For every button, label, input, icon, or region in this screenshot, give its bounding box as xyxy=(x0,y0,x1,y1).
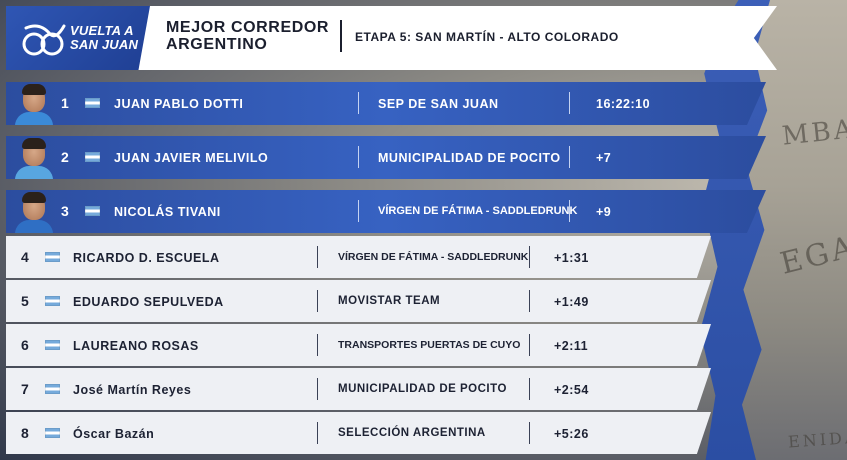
team-name: MUNICIPALIDAD DE POCITO xyxy=(338,383,507,395)
divider xyxy=(529,378,530,400)
team-name: TRANSPORTES PUERTAS DE CUYO xyxy=(338,339,521,351)
standings-row: 2 JUAN JAVIER MELIVILO MUNICIPALIDAD DE … xyxy=(6,136,766,179)
rider-photo xyxy=(12,190,54,233)
divider xyxy=(529,290,530,312)
header-divider xyxy=(340,20,342,52)
rider-name: José Martín Reyes xyxy=(73,383,192,397)
argentina-flag-icon xyxy=(45,340,60,350)
standings-row: 8 Óscar Bazán SELECCIÓN ARGENTINA +5:26 xyxy=(6,412,711,454)
argentina-flag-icon xyxy=(85,206,100,216)
time: +1:31 xyxy=(554,251,589,265)
position: 4 xyxy=(21,249,30,265)
standings-row: 6 LAUREANO ROSAS TRANSPORTES PUERTAS DE … xyxy=(6,324,711,366)
argentina-flag-icon xyxy=(45,296,60,306)
logo-text: VUELTA A SAN JUAN xyxy=(70,23,139,52)
position: 6 xyxy=(21,337,30,353)
standings-row: 3 NICOLÁS TIVANI VÍRGEN DE FÁTIMA - SADD… xyxy=(6,190,766,233)
divider xyxy=(317,378,318,400)
rider-name: LAUREANO ROSAS xyxy=(73,339,199,353)
standings-row: 5 EDUARDO SEPULVEDA MOVISTAR TEAM +1:49 xyxy=(6,280,711,322)
divider xyxy=(569,200,570,222)
rider-name: RICARDO D. ESCUELA xyxy=(73,251,220,265)
time: +7 xyxy=(596,151,612,165)
time: +2:11 xyxy=(554,339,589,353)
divider xyxy=(569,146,570,168)
argentina-flag-icon xyxy=(85,152,100,162)
team-name: SELECCIÓN ARGENTINA xyxy=(338,427,486,439)
team-name: SEP DE SAN JUAN xyxy=(378,97,499,111)
divider xyxy=(317,422,318,444)
rider-photo xyxy=(12,136,54,179)
map-text: ENIDA xyxy=(787,427,847,452)
rider-name: JUAN JAVIER MELIVILO xyxy=(114,151,269,165)
position: 8 xyxy=(21,425,30,441)
divider xyxy=(317,334,318,356)
argentina-flag-icon xyxy=(85,98,100,108)
divider xyxy=(358,200,359,222)
divider xyxy=(529,334,530,356)
position: 2 xyxy=(61,149,70,165)
team-name: MUNICIPALIDAD DE POCITO xyxy=(378,151,561,165)
team-name: MOVISTAR TEAM xyxy=(338,295,441,307)
logo-panel: VUELTA A SAN JUAN xyxy=(6,6,150,70)
divider xyxy=(358,92,359,114)
rider-name: NICOLÁS TIVANI xyxy=(114,205,221,219)
divider xyxy=(317,290,318,312)
team-name: VÍRGEN DE FÁTIMA - SADDLEDRUNK xyxy=(378,205,578,217)
rider-photo xyxy=(12,82,54,125)
map-text: EGA xyxy=(776,229,847,282)
team-name: VÍRGEN DE FÁTIMA - SADDLEDRUNK xyxy=(338,251,529,263)
stage-label: ETAPA 5: SAN MARTÍN - ALTO COLORADO xyxy=(355,30,619,44)
standings-row: 1 JUAN PABLO DOTTI SEP DE SAN JUAN 16:22… xyxy=(6,82,766,125)
page-title: MEJOR CORREDOR ARGENTINO xyxy=(166,19,330,53)
time: 16:22:10 xyxy=(596,97,651,111)
divider xyxy=(317,246,318,268)
time: +9 xyxy=(596,205,612,219)
map-text: MBA xyxy=(780,114,847,152)
argentina-flag-icon xyxy=(45,428,60,438)
position: 5 xyxy=(21,293,30,309)
standings-row: 4 RICARDO D. ESCUELA VÍRGEN DE FÁTIMA - … xyxy=(6,236,711,278)
argentina-flag-icon xyxy=(45,384,60,394)
position: 1 xyxy=(61,95,70,111)
argentina-flag-icon xyxy=(45,252,60,262)
time: +5:26 xyxy=(554,427,589,441)
rider-name: JUAN PABLO DOTTI xyxy=(114,97,244,111)
position: 7 xyxy=(21,381,30,397)
standings-row: 7 José Martín Reyes MUNICIPALIDAD DE POC… xyxy=(6,368,711,410)
rider-name: Óscar Bazán xyxy=(73,427,155,441)
divider xyxy=(529,246,530,268)
divider xyxy=(358,146,359,168)
position: 3 xyxy=(61,203,70,219)
divider xyxy=(529,422,530,444)
time: +2:54 xyxy=(554,383,589,397)
rider-name: EDUARDO SEPULVEDA xyxy=(73,295,224,309)
time: +1:49 xyxy=(554,295,589,309)
vuelta-logo-icon xyxy=(22,24,66,56)
divider xyxy=(569,92,570,114)
